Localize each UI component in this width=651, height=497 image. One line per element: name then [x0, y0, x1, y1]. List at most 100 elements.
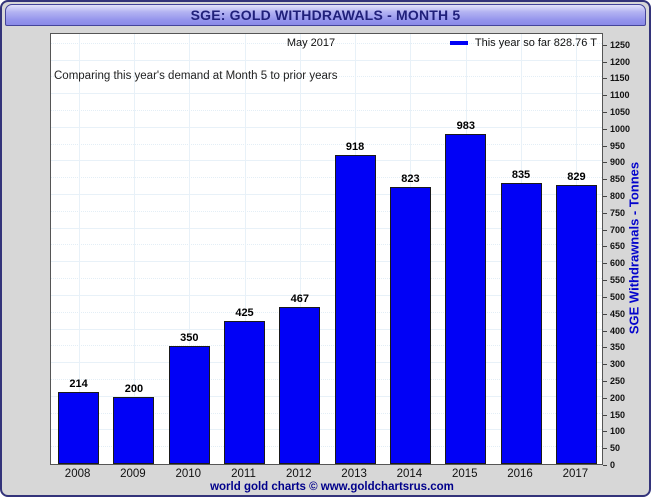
y-tick-label-750: 750	[610, 207, 626, 218]
h-gridline-350	[51, 345, 602, 347]
h-gridline-250	[51, 378, 602, 380]
window-title-bar: SGE: GOLD WITHDRAWALS - MONTH 5	[5, 4, 646, 26]
x-label-2013: 2013	[341, 468, 367, 480]
y-tick-1100	[603, 95, 607, 97]
y-tick-900	[603, 162, 607, 164]
x-label-2016: 2016	[507, 468, 533, 480]
y-tick-label-700: 700	[610, 224, 626, 235]
period-label: May 2017	[286, 37, 336, 49]
footer-credit: world gold charts © www.goldchartsrus.co…	[210, 481, 454, 493]
legend-label: This year so far 828.76 T	[474, 37, 597, 49]
bar-2011	[224, 321, 265, 464]
v-gridline-2008	[78, 34, 80, 464]
y-tick-label-900: 900	[610, 157, 626, 168]
y-tick-650	[603, 246, 607, 248]
x-label-2014: 2014	[396, 468, 423, 480]
bar-value-2011: 425	[235, 307, 254, 320]
y-tick-label-950: 950	[610, 140, 626, 151]
x-label-2009: 2009	[120, 468, 146, 480]
y-tick-850	[603, 179, 607, 181]
h-gridline-1150	[51, 76, 602, 78]
plot-area: 214 200 350 425 467 918 823 983 835 829 May 2017 …	[50, 33, 603, 465]
y-tick-750	[603, 212, 607, 214]
h-gridline-700	[51, 227, 602, 229]
h-gridline-1200	[51, 59, 602, 61]
h-gridline-450	[51, 311, 602, 313]
h-gridline-750	[51, 210, 602, 212]
y-tick-label-550: 550	[610, 275, 626, 286]
h-gridline-400	[51, 328, 602, 330]
bar-value-2015: 983	[456, 119, 475, 132]
y-tick-label-1050: 1050	[610, 106, 631, 117]
page-title: SGE: GOLD WITHDRAWALS - MONTH 5	[190, 7, 461, 23]
x-label-2012: 2012	[286, 468, 312, 480]
y-tick-0	[603, 465, 607, 466]
y-tick-label-1100: 1100	[610, 90, 630, 101]
x-label-2010: 2010	[175, 468, 202, 480]
y-tick-label-250: 250	[610, 375, 626, 386]
x-label-2011: 2011	[231, 468, 256, 480]
y-tick-label-150: 150	[610, 409, 626, 420]
y-tick-500	[603, 296, 607, 298]
y-tick-300	[603, 364, 607, 366]
v-gridline-2010	[189, 34, 191, 464]
y-tick-label-50: 50	[610, 443, 621, 454]
y-tick-150	[603, 414, 607, 416]
y-tick-200	[603, 397, 607, 399]
y-tick-600	[603, 263, 607, 265]
bar-value-2010: 350	[180, 332, 199, 345]
y-tick-label-1200: 1200	[610, 56, 631, 67]
h-gridline-550	[51, 278, 602, 280]
y-tick-label-200: 200	[610, 392, 626, 403]
y-tick-label-300: 300	[610, 359, 626, 370]
y-tick-950	[603, 145, 607, 147]
y-tick-label-1250: 1250	[610, 39, 631, 50]
x-label-2017: 2017	[562, 468, 589, 480]
y-tick-label-400: 400	[610, 325, 626, 336]
y-axis-title: SGE Withdrawnals - Tonnes	[626, 161, 642, 335]
x-label-2015: 2015	[452, 468, 478, 480]
y-tick-label-600: 600	[610, 258, 626, 269]
bar-value-2014: 823	[401, 173, 420, 186]
y-tick-1250	[603, 44, 607, 46]
h-gridline-950	[51, 143, 602, 145]
chart-annotation: Comparing this year's demand at Month 5 …	[54, 70, 338, 82]
h-gridline-800	[51, 194, 602, 196]
y-tick-1000	[603, 128, 607, 130]
y-tick-50	[603, 448, 607, 450]
y-tick-100	[603, 431, 607, 433]
y-tick-label-1000: 1000	[610, 123, 631, 134]
y-tick-550	[603, 280, 607, 282]
y-tick-label-350: 350	[610, 342, 626, 353]
v-gridline-2009	[133, 34, 135, 464]
h-gridline-50	[51, 446, 602, 448]
h-gridline-1050	[51, 109, 602, 111]
bar-2013	[334, 155, 376, 464]
v-gridline-2012	[299, 34, 301, 464]
y-tick-label-100: 100	[610, 426, 626, 437]
y-tick-800	[603, 196, 607, 197]
y-tick-700	[603, 229, 607, 231]
y-tick-1200	[603, 61, 607, 63]
v-gridline-2011	[244, 34, 246, 464]
bar-2014	[389, 187, 431, 464]
bar-value-2017: 829	[567, 171, 586, 184]
bar-2010	[168, 346, 210, 464]
h-gridline-300	[51, 362, 602, 364]
bar-2009	[113, 396, 155, 464]
bar-2012	[279, 307, 321, 464]
y-tick-1050	[603, 111, 607, 113]
h-gridline-850	[51, 177, 602, 179]
y-tick-label-850: 850	[610, 174, 626, 185]
h-gridline-1000	[51, 126, 602, 128]
legend: This year so far 828.76 T	[449, 37, 597, 49]
h-gridline-600	[51, 261, 602, 263]
y-tick-1150	[603, 78, 607, 80]
bar-value-2013: 918	[345, 141, 365, 154]
h-gridline-150	[51, 412, 602, 414]
h-gridline-1100	[51, 93, 602, 95]
h-gridline-500	[51, 294, 602, 296]
bar-2008	[58, 392, 100, 464]
bar-value-2008: 214	[69, 378, 88, 390]
